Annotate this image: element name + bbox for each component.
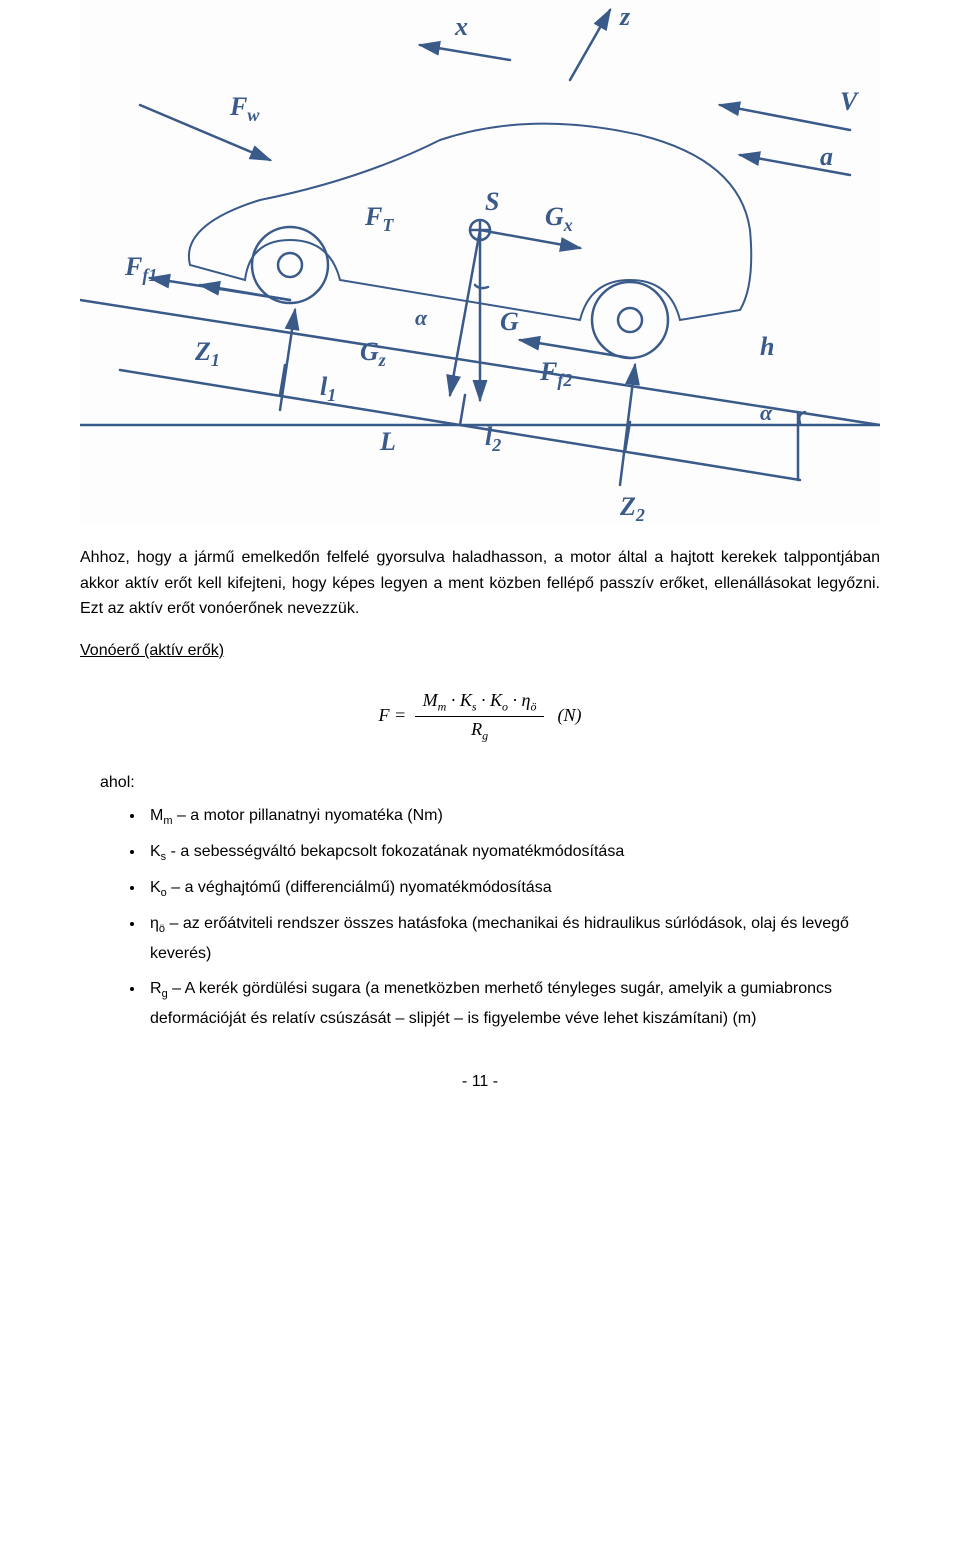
svg-text:Gz: Gz [360,337,386,370]
formula-unit: (N) [553,705,582,725]
svg-text:Fw: Fw [229,92,260,125]
ahol-label: ahol: [100,774,880,792]
svg-text:x: x [454,12,468,41]
svg-text:G: G [500,307,519,336]
section-heading: Vonóerő (aktív erők) [80,642,880,660]
formula-denominator: Rg [415,717,545,744]
definition-item: Ko – a véghajtómű (differenciálmű) nyoma… [145,874,880,904]
svg-text:Ff1: Ff1 [124,252,157,285]
svg-text:α: α [760,400,773,425]
svg-text:a: a [820,142,833,171]
diagram-svg: x z Fw V a FT S Gx G Gz α Ff1 Ff2 Z1 Z2 … [80,0,880,525]
svg-text:z: z [619,2,631,31]
svg-text:Z2: Z2 [619,492,645,525]
svg-text:l2: l2 [485,422,501,455]
definitions-list: Mm – a motor pillanatnyi nyomatéka (Nm) … [145,802,880,1034]
formula-fraction: Mm · Ks · Ko · ηö Rg [415,690,545,744]
svg-text:V: V [840,87,860,116]
svg-text:Gx: Gx [545,202,573,235]
svg-text:h: h [760,332,774,361]
svg-text:Ff2: Ff2 [539,357,572,390]
body-paragraph: Ahhoz, hogy a jármű emelkedőn felfelé gy… [80,545,880,622]
definition-item: ηö – az erőátviteli rendszer összes hatá… [145,910,880,969]
svg-text:α: α [415,305,428,330]
definition-item: Mm – a motor pillanatnyi nyomatéka (Nm) [145,802,880,832]
definition-item: Rg – A kerék gördülési sugara (a menetkö… [145,975,880,1034]
formula: F = Mm · Ks · Ko · ηö Rg (N) [80,690,880,744]
formula-numerator: Mm · Ks · Ko · ηö [415,690,545,718]
svg-text:Z1: Z1 [194,337,220,370]
svg-text:FT: FT [364,202,394,235]
vehicle-forces-diagram: x z Fw V a FT S Gx G Gz α Ff1 Ff2 Z1 Z2 … [80,0,880,525]
formula-left: F = [379,705,411,725]
page-number: - 11 - [80,1073,880,1091]
definition-item: Ks - a sebességváltó bekapcsolt fokozatá… [145,838,880,868]
svg-text:l1: l1 [320,372,336,405]
svg-text:S: S [485,187,499,216]
svg-text:L: L [379,427,396,456]
